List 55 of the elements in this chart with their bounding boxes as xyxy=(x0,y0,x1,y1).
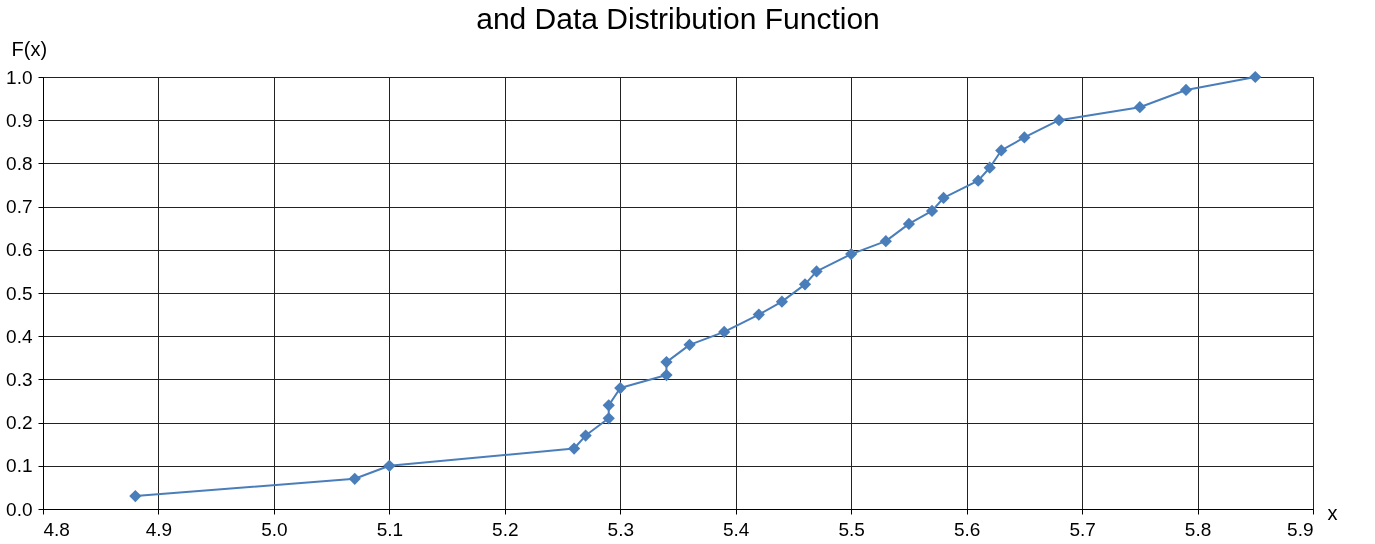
point xyxy=(1052,114,1066,127)
point xyxy=(983,161,996,174)
y-tick-label: 0.2 xyxy=(6,412,33,434)
point xyxy=(348,472,361,485)
point xyxy=(567,442,581,455)
point xyxy=(718,325,731,338)
x-tick-label: 5.2 xyxy=(492,518,519,540)
y-tick-label: 0.8 xyxy=(6,152,33,174)
x-tick-label: 5.6 xyxy=(953,518,981,540)
x-tick-label: 5.1 xyxy=(376,518,404,540)
y-tick-label: 1.0 xyxy=(6,66,33,88)
x-axis-title: x xyxy=(1327,501,1338,524)
point xyxy=(602,412,615,425)
y-tick-label: 0.0 xyxy=(6,498,33,520)
point xyxy=(1179,83,1193,97)
x-tick-label: 5.3 xyxy=(607,518,634,540)
point xyxy=(660,356,673,369)
point xyxy=(683,338,696,351)
point xyxy=(602,399,615,412)
point xyxy=(579,429,592,442)
point xyxy=(845,248,858,261)
chart-title: and Data Distribution Function xyxy=(476,2,880,35)
point xyxy=(775,295,789,308)
point xyxy=(383,459,396,472)
x-tick-label: 5.8 xyxy=(1184,518,1212,540)
y-tick-label: 0.7 xyxy=(6,196,33,218)
y-tick-label: 0.5 xyxy=(6,282,33,304)
x-tick-label: 4.9 xyxy=(145,518,173,540)
x-tick-label: 5.7 xyxy=(1069,518,1096,540)
point xyxy=(660,368,673,382)
point xyxy=(752,308,765,321)
point xyxy=(614,381,627,395)
point xyxy=(879,235,892,248)
point xyxy=(810,265,823,278)
y-tick-label: 0.6 xyxy=(6,239,33,261)
y-tick-label: 0.4 xyxy=(6,325,33,347)
y-axis-title: F(x) xyxy=(11,37,48,60)
point xyxy=(995,144,1008,157)
point xyxy=(798,278,812,291)
point xyxy=(902,217,916,230)
point xyxy=(1133,101,1146,114)
x-tick-label: 5.9 xyxy=(1287,518,1314,540)
y-tick-label: 0.3 xyxy=(6,368,33,390)
point xyxy=(1018,131,1031,144)
point xyxy=(925,204,939,218)
point xyxy=(937,191,950,205)
point xyxy=(972,174,985,187)
x-tick-label: 4.8 xyxy=(43,518,70,540)
y-tick-label: 0.9 xyxy=(6,109,33,131)
x-tick-label: 5.5 xyxy=(838,518,865,540)
y-tick-label: 0.1 xyxy=(6,455,33,477)
point xyxy=(129,489,142,503)
x-tick-label: 5.4 xyxy=(723,518,750,540)
point xyxy=(1249,70,1262,84)
x-tick-label: 5.0 xyxy=(261,518,288,540)
